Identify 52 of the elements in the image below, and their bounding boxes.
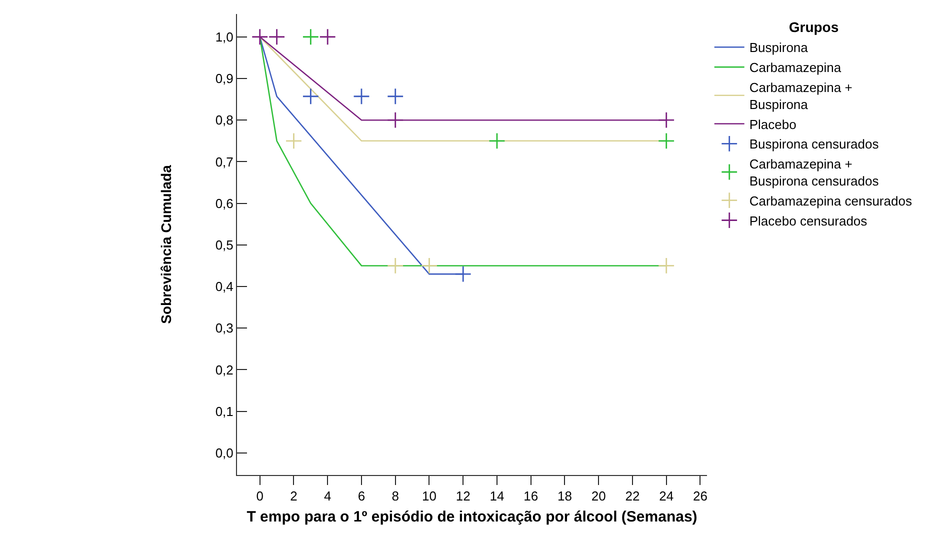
x-tick-label: 8 — [392, 488, 399, 504]
x-tick-label: 6 — [358, 488, 366, 504]
y-tick-label: 0,8 — [215, 112, 234, 128]
y-tick-label: 0,1 — [215, 404, 234, 419]
point — [658, 132, 675, 150]
y-tick-label: 0,9 — [215, 71, 234, 86]
legend-label: Placebo censurados — [749, 213, 868, 228]
x-tick-label: 24 — [659, 488, 674, 504]
x-tick-label: 2 — [290, 488, 298, 504]
point — [285, 132, 302, 150]
legend-label: Placebo — [749, 116, 796, 132]
point — [658, 112, 675, 128]
x-tick-label: 12 — [456, 488, 470, 504]
y-tick-label: 1,0 — [215, 29, 234, 44]
legend-title: Grupos — [788, 19, 839, 36]
legend-label: Carbamazepina + Buspirona — [749, 80, 852, 112]
y-tick-label: 0,0 — [215, 446, 234, 460]
x-tick-label: 0 — [256, 488, 264, 504]
x-tick-label: 4 — [324, 488, 332, 504]
point — [488, 132, 506, 150]
legend-label: Buspirona — [749, 40, 809, 56]
y-tick-label: 0,6 — [215, 196, 234, 211]
point — [302, 88, 320, 105]
x-axis-title: T empo para o 1º episódio de intoxicação por álcool (Semanas) — [246, 508, 698, 526]
y-tick-label: 0,2 — [215, 362, 234, 378]
point — [251, 28, 268, 46]
x-tick-label: 18 — [557, 488, 572, 504]
legend-label: Carbamazepina + Buspirona censurados — [749, 156, 880, 189]
point — [302, 28, 320, 46]
point — [386, 88, 404, 105]
y-tick-label: 0,3 — [215, 320, 234, 336]
point — [386, 112, 404, 128]
x-tick-label: 14 — [490, 488, 504, 504]
y-axis-title: Sobreviência Cumulada — [158, 164, 174, 324]
y-tick-label: 0,4 — [215, 279, 234, 294]
point — [454, 266, 472, 282]
point — [658, 257, 675, 274]
point — [420, 257, 438, 274]
legend-label: Carbamazepina — [749, 60, 842, 76]
x-tick-label: 10 — [422, 488, 436, 504]
point — [353, 88, 370, 105]
point — [319, 28, 336, 46]
point — [386, 257, 404, 274]
x-tick-label: 16 — [524, 488, 538, 504]
x-tick-label: 26 — [692, 488, 708, 504]
legend-label: Carbamazepina censurados — [749, 193, 912, 208]
y-tick-label: 0,5 — [215, 237, 234, 252]
legend-label: Buspirona censurados — [749, 136, 880, 152]
point — [268, 28, 286, 46]
x-tick-label: 20 — [591, 488, 606, 504]
y-tick-label: 0,7 — [215, 154, 234, 170]
x-tick-label: 22 — [625, 488, 640, 504]
